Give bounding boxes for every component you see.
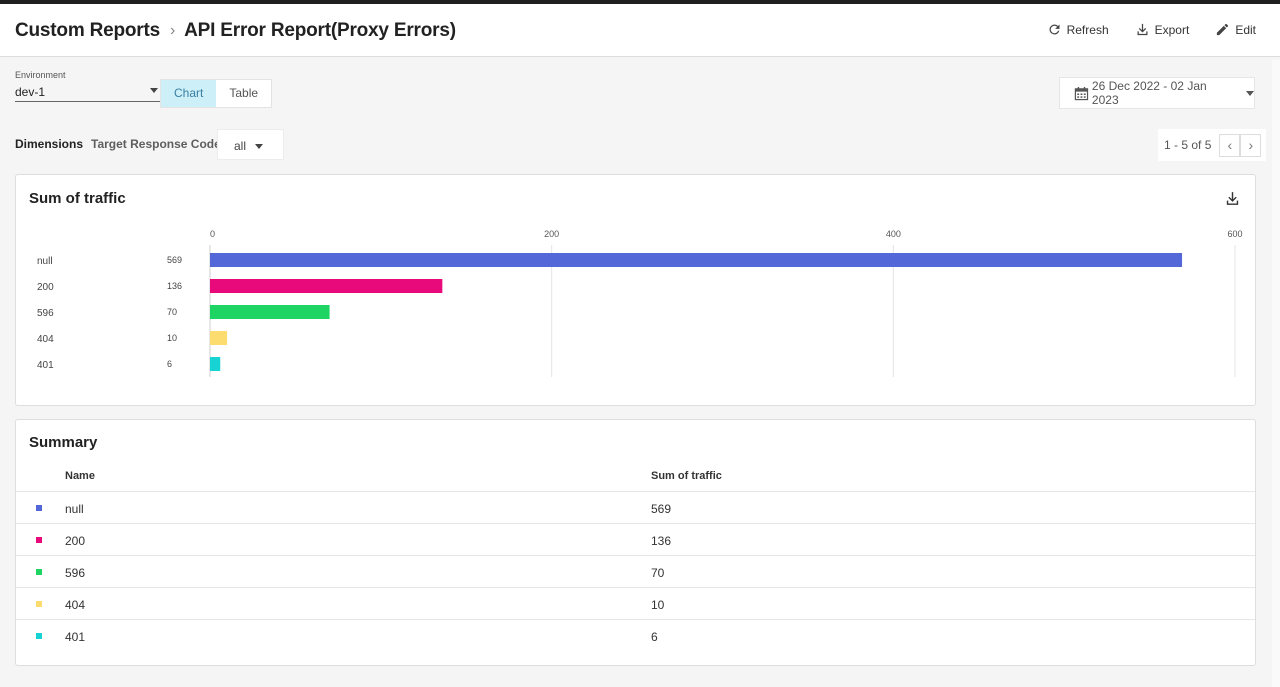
export-label: Export <box>1154 22 1190 37</box>
category-label: 596 <box>37 308 54 319</box>
value-label: 10 <box>167 333 177 343</box>
row-name: 596 <box>65 566 86 580</box>
table-row: 404 10 <box>16 587 1255 619</box>
table-row: 200 136 <box>16 523 1255 555</box>
caret-down-icon <box>255 144 263 149</box>
refresh-icon <box>1049 24 1060 35</box>
page-header: Custom Reports › API Error Report(Proxy … <box>0 4 1280 57</box>
row-value: 136 <box>651 534 672 548</box>
value-label: 6 <box>167 359 172 369</box>
scrollbar[interactable] <box>1272 60 1280 687</box>
export-button[interactable]: Export <box>1135 22 1190 37</box>
top-border <box>0 0 1280 4</box>
summary-title: Summary <box>29 434 98 451</box>
row-value: 6 <box>651 630 658 644</box>
x-tick-label: 400 <box>886 229 901 239</box>
table-row: 401 6 <box>16 619 1255 651</box>
edit-button[interactable]: Edit <box>1215 22 1256 37</box>
header-actions: Refresh Export Edit <box>1047 22 1256 37</box>
value-label: 70 <box>167 307 177 317</box>
x-tick-label: 600 <box>1227 229 1242 239</box>
chevron-right-icon: › <box>1248 137 1254 153</box>
bar <box>210 357 221 371</box>
bar <box>210 305 330 319</box>
row-name: 404 <box>65 598 86 612</box>
environment-select[interactable]: dev-1 <box>15 82 160 102</box>
column-header-name: Name <box>65 470 95 482</box>
row-name: null <box>65 502 84 516</box>
dimension-filter-value: all <box>234 139 247 153</box>
chart-view-button[interactable]: Chart <box>161 80 217 107</box>
row-value: 70 <box>651 566 665 580</box>
dimension-field-label: Target Response Code <box>91 137 221 151</box>
chart-card: Sum of traffic 0 200 400 600 null 569 200 136 59… <box>15 174 1256 406</box>
view-toggle: Chart Table <box>160 79 273 108</box>
legend-swatch <box>36 633 42 639</box>
legend-swatch <box>36 569 42 575</box>
date-range-picker[interactable]: 26 Dec 2022 - 02 Jan 2023 <box>1059 77 1255 109</box>
table-row: null 569 <box>16 491 1255 523</box>
refresh-button[interactable]: Refresh <box>1047 22 1109 37</box>
dimensions-label: Dimensions <box>15 137 84 151</box>
bar <box>210 331 228 345</box>
bar-chart: 0 200 400 600 null 569 200 136 596 70 404 10 401 6 <box>37 229 1243 377</box>
edit-label: Edit <box>1235 22 1256 37</box>
chart-title: Sum of traffic <box>29 190 126 207</box>
bar <box>210 279 443 293</box>
breadcrumb: Custom Reports › API Error Report(Proxy … <box>15 20 456 42</box>
caret-down-icon <box>1246 90 1254 96</box>
pagination: 1 - 5 of 5 ‹ › <box>1158 129 1266 161</box>
caret-down-icon <box>150 88 158 93</box>
pencil-icon <box>1217 23 1229 36</box>
x-tick-label: 200 <box>544 229 559 239</box>
pagination-text: 1 - 5 of 5 <box>1164 138 1212 152</box>
legend-swatch <box>36 601 42 607</box>
calendar-icon <box>1074 86 1089 100</box>
table-view-button[interactable]: Table <box>229 86 259 100</box>
page-title: API Error Report(Proxy Errors) <box>184 20 456 41</box>
environment-label: Environment <box>15 70 66 80</box>
row-name: 200 <box>65 534 86 548</box>
row-value: 10 <box>651 598 665 612</box>
legend-swatch <box>36 505 42 511</box>
legend-swatch <box>36 537 42 543</box>
chevron-right-icon: › <box>170 22 176 39</box>
download-chart-icon[interactable] <box>1224 190 1241 207</box>
summary-card: Summary Name Sum of traffic null 569 200 13… <box>15 419 1256 666</box>
value-label: 136 <box>167 281 182 291</box>
chevron-left-icon: ‹ <box>1227 137 1233 153</box>
dimension-filter-select[interactable]: all <box>217 129 284 160</box>
date-range-value: 26 Dec 2022 - 02 Jan 2023 <box>1091 79 1207 107</box>
bar <box>210 253 1183 267</box>
row-value: 569 <box>651 502 672 516</box>
category-label: 401 <box>37 360 54 371</box>
refresh-label: Refresh <box>1066 22 1109 37</box>
next-page-button[interactable]: › <box>1240 133 1262 157</box>
category-label: 200 <box>37 282 54 293</box>
environment-value: dev-1 <box>15 85 46 99</box>
table-row: 596 70 <box>16 555 1255 587</box>
value-label: 569 <box>167 255 182 265</box>
category-label: 404 <box>37 334 54 345</box>
row-name: 401 <box>65 630 86 644</box>
category-label: null <box>37 256 53 267</box>
download-icon <box>1137 23 1148 36</box>
prev-page-button[interactable]: ‹ <box>1219 133 1241 157</box>
breadcrumb-custom-reports[interactable]: Custom Reports <box>15 20 160 41</box>
column-header-sum-of-traffic: Sum of traffic <box>651 470 722 482</box>
x-tick-label: 0 <box>210 229 215 239</box>
